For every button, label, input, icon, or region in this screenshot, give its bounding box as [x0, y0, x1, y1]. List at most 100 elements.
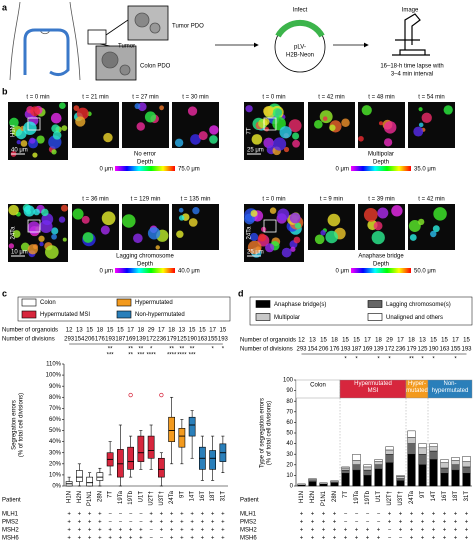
significance: **: [128, 353, 133, 359]
gene-status: +: [443, 528, 447, 534]
significance: ***: [137, 353, 145, 359]
gene-status: +: [322, 512, 326, 518]
count-value: 176: [329, 347, 340, 353]
x-tick-label: U1T: [376, 491, 382, 503]
panel-a-art: [9, 1, 430, 81]
nucleus: [263, 106, 274, 117]
count-value: 17: [209, 328, 216, 334]
box: [127, 446, 135, 470]
gene-status: +: [88, 520, 92, 526]
bar-segment: [385, 462, 394, 487]
gene-status: +: [322, 536, 326, 540]
gene-status: −: [119, 512, 123, 518]
gene-status: +: [465, 528, 469, 534]
gene-status: +: [180, 536, 184, 540]
bar-segment: [396, 480, 405, 487]
nucleus: [81, 215, 90, 224]
count-value: 125: [177, 337, 188, 343]
nucleus: [258, 233, 267, 242]
nucleus: [12, 230, 21, 238]
nucleus: [269, 207, 277, 214]
nucleus: [314, 120, 323, 129]
nucleus: [283, 146, 290, 153]
gene-label: PMS2: [240, 520, 257, 526]
nucleus: [198, 131, 208, 141]
gene-status: −: [355, 520, 359, 526]
gene-status: +: [311, 520, 315, 526]
legend-label: Unaligned and others: [386, 315, 443, 321]
gene-status: +: [454, 536, 458, 540]
x-tick-label: H2N: [310, 491, 316, 503]
count-value: 17: [452, 338, 459, 344]
gene-status: +: [443, 512, 447, 518]
bar-segment: [418, 464, 427, 487]
x-tick-label: H1N: [299, 491, 305, 503]
time-label: t = 129 min: [131, 197, 161, 203]
nucleus: [178, 207, 184, 213]
bar-segment: [418, 454, 427, 466]
gene-status: +: [88, 528, 92, 534]
nucleus: [159, 105, 164, 111]
y-tick-label: 10: [286, 473, 293, 479]
nucleus: [371, 230, 385, 245]
caption: 16–18-h time lapse with: [380, 64, 443, 70]
nucleus: [413, 126, 424, 137]
box: [117, 449, 124, 478]
y-tick-label: 0%: [52, 484, 61, 490]
time-label: t = 9 min: [320, 197, 343, 203]
count-value: 293: [296, 347, 307, 353]
nucleus: [289, 212, 301, 224]
legend-label: Non-hypermutated: [135, 312, 185, 318]
count-value: 17: [158, 328, 165, 334]
plasmid-label: H2B-Neon: [286, 53, 314, 59]
gene-status: +: [160, 528, 164, 534]
nucleus: [279, 126, 292, 139]
count-value: 193: [218, 337, 229, 343]
bar-segment: [407, 454, 416, 487]
significance: *: [211, 347, 214, 353]
roi-box: [263, 219, 277, 233]
bar-segment: [451, 469, 460, 487]
nucleus: [38, 235, 45, 242]
gene-status: +: [98, 536, 102, 540]
scale-label: 40 μm: [11, 148, 28, 154]
gene-status: +: [311, 536, 315, 540]
nucleus: [294, 222, 302, 229]
caption: 3–4 min interval: [391, 72, 433, 78]
x-tick-label: 16T: [442, 491, 448, 502]
nucleus: [137, 102, 147, 112]
legend-swatch: [367, 313, 383, 321]
bar-segment: [440, 467, 449, 474]
nucleus: [32, 152, 38, 158]
count-value: 15: [117, 328, 124, 334]
y-tick-label: 50: [286, 431, 293, 437]
count-value: 17: [364, 338, 371, 344]
count-row-label: Number of divisions: [240, 347, 293, 353]
gene-status: +: [377, 536, 381, 540]
nucleus: [314, 234, 325, 245]
bar-segment: [330, 480, 339, 482]
bar-segment: [308, 481, 317, 487]
gene-status: +: [190, 536, 194, 540]
nucleus: [361, 105, 372, 116]
gene-label: MSH2: [2, 528, 19, 534]
scale-label: 25 μm: [247, 250, 264, 256]
bar-segment: [429, 443, 438, 447]
nucleus: [51, 227, 59, 235]
significance: *: [222, 347, 225, 353]
panel-label: b: [2, 86, 8, 96]
bar-segment: [451, 457, 460, 461]
gene-status: +: [108, 528, 112, 534]
count-value: 163: [197, 337, 208, 343]
significance: **: [180, 347, 185, 353]
gene-status: +: [465, 536, 469, 540]
legend-label: Lagging chromosome(s): [386, 302, 451, 308]
count-value: 12: [66, 328, 73, 334]
nucleus: [430, 230, 437, 238]
outlier: [128, 392, 133, 398]
count-value: 18: [168, 328, 175, 334]
nucleus: [322, 116, 328, 121]
gene-status: +: [211, 536, 215, 540]
count-value: 15: [430, 338, 437, 344]
gene-status: +: [333, 536, 337, 540]
